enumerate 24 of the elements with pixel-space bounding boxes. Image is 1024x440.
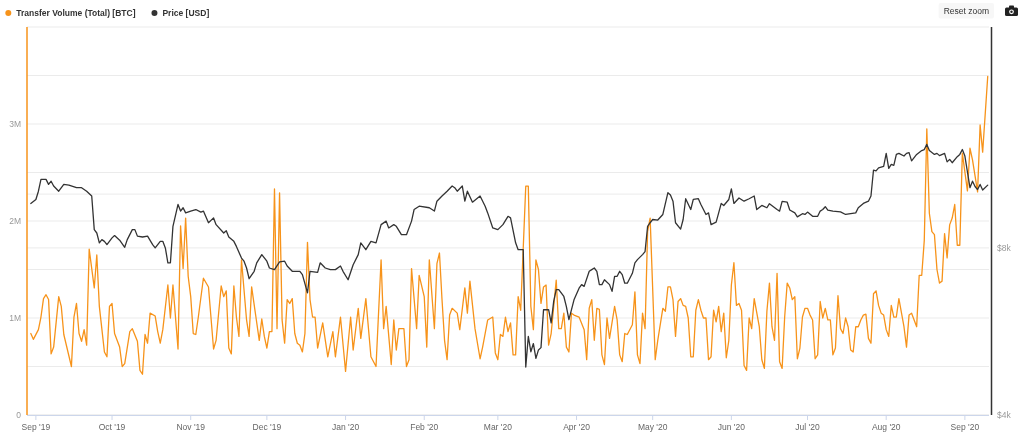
x-tick-label: Jan '20	[331, 422, 360, 432]
line-series	[30, 75, 989, 375]
zoom-reset-button: Reset zoom	[938, 3, 994, 19]
x-tick-label: Mar '20	[483, 422, 513, 432]
x-tick-label: Apr '20	[563, 422, 591, 432]
x-tick-label: Aug '20	[871, 422, 901, 432]
x-tick-label: Jun '20	[717, 422, 746, 432]
x-tick-label: Jul '20	[795, 422, 820, 432]
x-tick-label: Nov '19	[176, 422, 206, 432]
y2-tick-label: $4k	[997, 410, 1012, 420]
y-tick-label: 2M	[9, 216, 21, 226]
y-tick-label: 1M	[9, 313, 21, 323]
x-tick-label: Sep '19	[21, 422, 51, 432]
x-tick-label: Sep '20	[950, 422, 980, 432]
x-tick-label: Oct '19	[98, 422, 126, 432]
x-tick-label: May '20	[637, 422, 668, 432]
y2-tick-label: $8k	[997, 242, 1012, 253]
line-series	[30, 143, 989, 368]
x-tick-label: Dec '19	[252, 422, 282, 432]
legend-label: Transfer Volume (Total) [BTC]	[16, 8, 136, 18]
y-tick-label: 3M	[9, 119, 21, 129]
y-tick-label: 0	[16, 410, 22, 420]
x-tick-label: Feb '20	[410, 422, 439, 432]
legend-label: Price [USD]	[162, 8, 210, 18]
